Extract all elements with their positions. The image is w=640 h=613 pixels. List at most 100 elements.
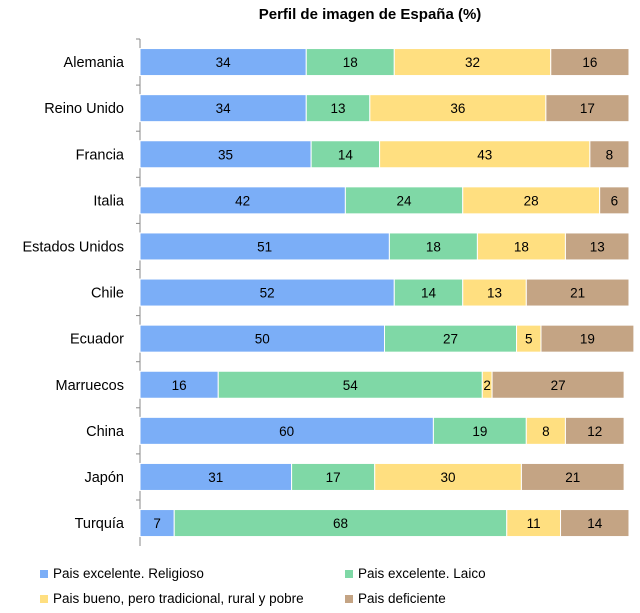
data-label: 14 [421, 286, 437, 301]
category-label: Reino Unido [44, 101, 124, 117]
bar-segment [599, 186, 630, 215]
bar-segment [139, 324, 385, 353]
category-label: Marruecos [56, 378, 125, 394]
data-label: 13 [590, 239, 605, 254]
data-label: 8 [606, 147, 614, 162]
bar-segment [540, 324, 635, 353]
data-label: 34 [216, 101, 232, 116]
data-label: 31 [208, 470, 223, 485]
data-label: 30 [441, 470, 456, 485]
bar-segment [560, 509, 630, 538]
bar-segment [432, 416, 527, 445]
data-label: 60 [279, 424, 294, 439]
bar-segment [393, 48, 552, 77]
legend-label: Pais excelente. Religioso [53, 566, 204, 581]
data-label: 13 [331, 101, 346, 116]
data-label: 2 [483, 378, 491, 393]
legend-item-deficiente: Pais deficiente [345, 591, 446, 606]
bar-segment [550, 48, 630, 77]
bar-segment [139, 462, 293, 491]
chart-title: Perfil de imagen de España (%) [258, 6, 482, 23]
category-label: Turquía [75, 516, 125, 532]
legend-label: Pais bueno, pero tradicional, rural y po… [53, 591, 304, 606]
bar-segment [545, 94, 630, 123]
legend-label: Pais excelente. Laico [358, 566, 486, 581]
data-label: 43 [477, 147, 492, 162]
bar-segment [217, 370, 483, 399]
data-label: 27 [551, 378, 566, 393]
legend-swatch [345, 569, 353, 578]
category-label: Francia [76, 147, 125, 163]
data-label: 14 [587, 516, 603, 531]
data-label: 36 [450, 101, 465, 116]
data-label: 19 [472, 424, 487, 439]
bar-segment [139, 94, 307, 123]
data-label: 13 [487, 286, 502, 301]
data-label: 54 [343, 378, 359, 393]
data-label: 51 [257, 239, 272, 254]
data-label: 18 [514, 239, 529, 254]
bar-segment [139, 416, 434, 445]
data-label: 18 [343, 55, 358, 70]
legend-item-bueno-tradicional: Pais bueno, pero tradicional, rural y po… [40, 591, 304, 606]
bar-segment [369, 94, 547, 123]
category-label: China [86, 424, 125, 440]
data-label: 12 [587, 424, 602, 439]
bar-segment [506, 509, 562, 538]
data-label: 17 [326, 470, 341, 485]
data-label: 18 [426, 239, 441, 254]
category-label: Alemania [64, 55, 125, 71]
bar-segment [516, 324, 542, 353]
data-label: 17 [580, 101, 595, 116]
data-label: 8 [542, 424, 550, 439]
bar-segment [139, 509, 175, 538]
bar-segment [139, 278, 395, 307]
bar-segment [379, 140, 591, 169]
legend-item-laico: Pais excelente. Laico [345, 566, 486, 581]
data-label: 5 [525, 332, 533, 347]
bar-segment [139, 140, 312, 169]
data-label: 34 [216, 55, 232, 70]
bar-segment [564, 232, 630, 261]
data-label: 19 [580, 332, 595, 347]
legend-item-religioso: Pais excelente. Religioso [40, 566, 204, 581]
bar-segment [564, 416, 625, 445]
data-label: 14 [338, 147, 354, 162]
data-label: 16 [582, 55, 597, 70]
bar-segment [139, 186, 346, 215]
data-label: 21 [570, 286, 585, 301]
bar-segment [589, 140, 630, 169]
bar-segment [374, 462, 522, 491]
bar-segment [139, 48, 307, 77]
data-label: 16 [172, 378, 187, 393]
data-label: 68 [333, 516, 348, 531]
data-label: 24 [397, 193, 413, 208]
legend-label: Pais deficiente [358, 591, 446, 606]
bar-segment [384, 324, 518, 353]
data-label: 28 [524, 193, 539, 208]
data-label: 6 [611, 193, 619, 208]
bar-segment [520, 462, 625, 491]
bar-segment [525, 278, 630, 307]
data-label: 35 [218, 147, 233, 162]
data-label: 11 [527, 516, 541, 531]
bar-segment [388, 232, 478, 261]
data-label: 27 [443, 332, 458, 347]
bar-segment [476, 232, 566, 261]
data-label: 21 [565, 470, 580, 485]
bar-segment [173, 509, 508, 538]
legend-swatch [345, 594, 353, 603]
bar-segment [462, 278, 527, 307]
bar-segment [491, 370, 625, 399]
category-label: Japón [84, 470, 124, 486]
data-label: 50 [255, 332, 270, 347]
bar-segment [291, 462, 376, 491]
data-label: 7 [153, 516, 161, 531]
category-label: Italia [93, 193, 125, 209]
legend-swatch [40, 569, 48, 578]
bar-segment [139, 232, 390, 261]
data-label: 52 [260, 286, 275, 301]
data-label: 32 [465, 55, 480, 70]
category-label: Estados Unidos [22, 239, 124, 255]
